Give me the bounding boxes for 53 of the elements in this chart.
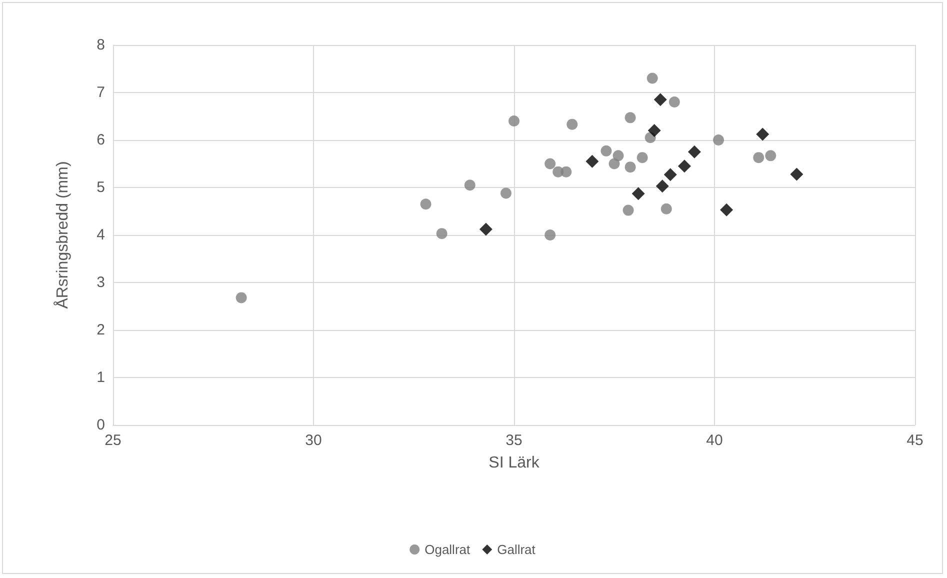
point (420, 198, 432, 210)
point (765, 150, 776, 162)
point (720, 203, 734, 216)
y-tick-label: 1 (96, 369, 105, 386)
x-tick-label: 35 (506, 432, 522, 449)
point (654, 93, 667, 106)
point (566, 118, 578, 130)
point (624, 112, 636, 124)
y-tick-label: 6 (96, 132, 105, 148)
point (660, 203, 672, 214)
point (544, 158, 556, 170)
point (664, 168, 677, 182)
point (608, 158, 620, 170)
point (632, 187, 645, 200)
x-tick-label: 45 (906, 432, 924, 449)
point (236, 292, 247, 304)
point (756, 128, 770, 141)
point (646, 72, 658, 84)
y-tick-label: 8 (96, 36, 105, 54)
point (668, 96, 680, 108)
point (713, 134, 724, 146)
x-tick-label: 40 (706, 432, 723, 449)
point (624, 162, 636, 173)
point (500, 188, 512, 199)
x-tick-label: 25 (104, 432, 122, 449)
point (612, 150, 624, 162)
point (636, 152, 648, 164)
point (678, 160, 691, 173)
y-tick-label: 5 (96, 179, 105, 196)
legend-label: Ogallrat (424, 542, 471, 557)
point (544, 230, 556, 240)
point (479, 222, 492, 236)
point (464, 180, 476, 191)
point (622, 204, 634, 216)
point (508, 116, 520, 126)
y-tick-label: 0 (96, 416, 105, 434)
legend-label: Gallrat (497, 542, 536, 557)
point (586, 154, 599, 168)
point (600, 145, 612, 156)
x-axis-title: SI Lärk (488, 454, 540, 472)
point (656, 180, 669, 193)
point (688, 145, 701, 158)
y-tick-label: 7 (96, 84, 105, 101)
x-tick-label: 30 (305, 432, 322, 449)
point (436, 228, 448, 240)
y-axis-title: ÅRsringsbredd (mm) (54, 161, 72, 309)
point (560, 166, 572, 178)
y-tick-label: 3 (96, 274, 105, 291)
point (648, 124, 661, 137)
point (753, 152, 764, 164)
y-tick-label: 2 (96, 322, 105, 338)
y-tick-label: 4 (96, 226, 105, 244)
point (790, 168, 804, 181)
